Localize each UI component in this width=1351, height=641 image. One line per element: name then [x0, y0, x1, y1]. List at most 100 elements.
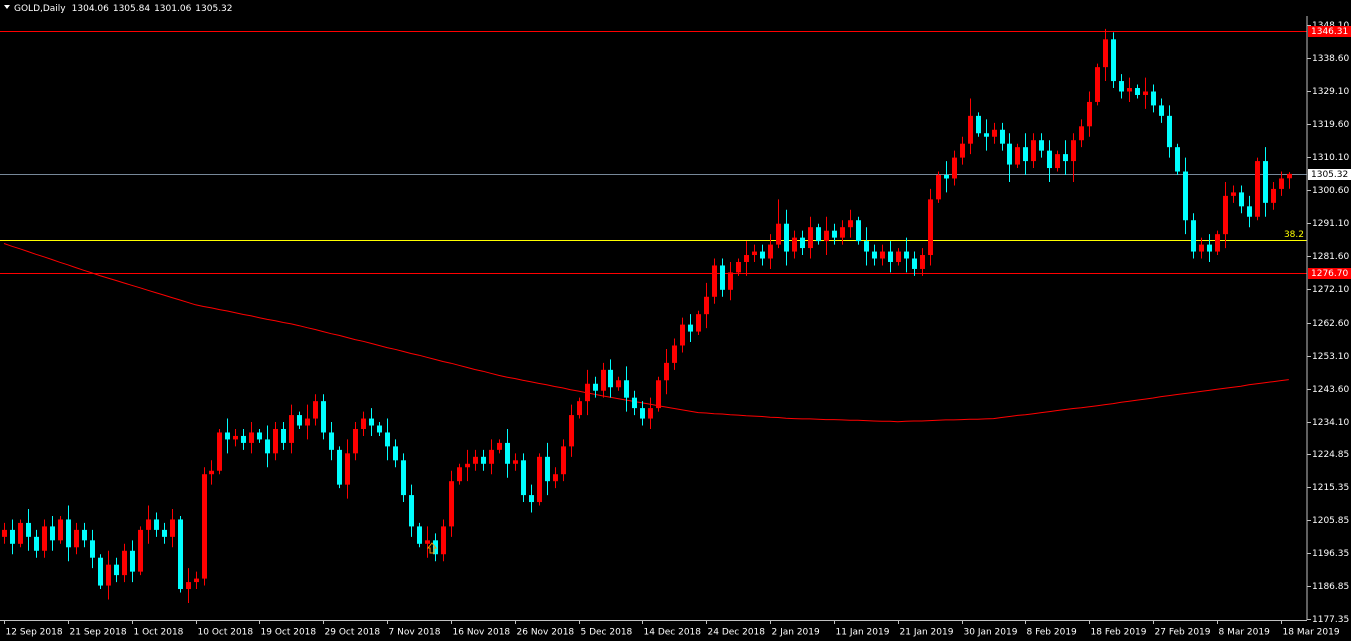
- candle-body: [1007, 143, 1012, 165]
- candle-body: [672, 345, 677, 363]
- candle-body: [50, 526, 55, 541]
- candle-body: [465, 463, 470, 468]
- level-label-box: [1308, 26, 1351, 37]
- candle-body: [393, 446, 398, 461]
- candle-body: [1207, 244, 1212, 252]
- candle-body: [321, 401, 326, 433]
- candle-body: [569, 415, 574, 447]
- candle-body: [202, 474, 207, 579]
- bid-label-box: [1308, 169, 1351, 180]
- candle-body: [593, 383, 598, 391]
- candle-body: [1167, 115, 1172, 148]
- candle-body: [1119, 81, 1124, 92]
- y-tick-label: 1291.10: [1312, 219, 1349, 229]
- candle-body: [1039, 140, 1044, 151]
- candle-body: [337, 449, 342, 485]
- candle-body: [425, 540, 430, 544]
- x-tick-label: 8 Feb 2019: [1027, 628, 1078, 638]
- candle-body: [656, 380, 661, 409]
- x-tick-label: 27 Feb 2019: [1155, 628, 1211, 638]
- y-tick-label: 1338.60: [1312, 54, 1349, 64]
- candle-body: [162, 529, 167, 537]
- candle-body: [98, 557, 103, 586]
- x-tick-label: 1 Oct 2018: [134, 628, 184, 638]
- x-tick-label: 16 Nov 2018: [453, 628, 511, 638]
- candle-body: [1071, 140, 1076, 162]
- candle-body: [82, 529, 87, 541]
- level-label: 1346.31: [1311, 27, 1348, 37]
- candle-body: [856, 220, 861, 242]
- candle-body: [1255, 161, 1260, 217]
- candle-body: [481, 456, 486, 464]
- candle-body: [640, 408, 645, 419]
- candle-body: [1239, 192, 1244, 207]
- candle-body: [784, 223, 789, 252]
- candle-body: [616, 380, 621, 388]
- x-tick-label: 2 Jan 2019: [772, 628, 820, 638]
- candle-body: [361, 418, 366, 429]
- y-tick-label: 1205.85: [1312, 516, 1349, 526]
- candle-body: [1111, 39, 1116, 82]
- x-tick-label: 8 Mar 2019: [1219, 628, 1271, 638]
- candle-body: [1063, 154, 1068, 162]
- candle-body: [217, 432, 222, 471]
- candle-body: [1231, 192, 1236, 196]
- candle-body: [409, 495, 414, 527]
- candle-body: [1135, 88, 1140, 95]
- candle-body: [26, 522, 31, 537]
- candle-body: [369, 418, 374, 426]
- y-tick-label: 1186.85: [1312, 582, 1349, 592]
- candle-body: [58, 519, 63, 541]
- candle-body: [553, 474, 558, 482]
- candle-body: [497, 442, 502, 450]
- candle-body: [1151, 91, 1156, 106]
- candle-body: [170, 519, 175, 537]
- candle-body: [209, 470, 214, 475]
- candle-body: [457, 467, 462, 482]
- y-tick-label: 1310.10: [1312, 153, 1349, 163]
- arrow-marker: [426, 542, 438, 554]
- candle-body: [241, 435, 246, 443]
- candle-body: [66, 519, 71, 548]
- candle-body: [776, 223, 781, 245]
- candle-body: [1287, 173, 1292, 179]
- candle-body: [1127, 88, 1132, 92]
- candle-body: [1175, 147, 1180, 172]
- y-tick-label: 1272.10: [1312, 285, 1349, 295]
- candle-body: [577, 401, 582, 416]
- y-tick-label: 1224.85: [1312, 450, 1349, 460]
- candle-body: [601, 369, 606, 391]
- candle-body: [281, 428, 286, 443]
- candle-body: [1087, 101, 1092, 127]
- candle-body: [920, 255, 925, 269]
- candle-body: [792, 237, 797, 252]
- y-tick-label: 1196.35: [1312, 549, 1349, 559]
- candle-body: [760, 251, 765, 259]
- candle-body: [944, 175, 949, 179]
- candle-body: [289, 415, 294, 443]
- candle-body: [401, 460, 406, 496]
- candle-body: [122, 550, 127, 576]
- candle-body: [648, 408, 653, 419]
- x-tick-label: 12 Sep 2018: [6, 628, 63, 638]
- y-tick-label: 1262.60: [1312, 319, 1349, 329]
- candle-body: [872, 251, 877, 259]
- candle-body: [768, 244, 773, 259]
- candle-body: [800, 237, 805, 249]
- candle-body: [42, 526, 47, 551]
- x-tick-label: 24 Dec 2018: [708, 628, 766, 638]
- candle-body: [521, 460, 526, 496]
- menu-triangle: [4, 5, 10, 9]
- x-tick-label: 11 Jan 2019: [836, 628, 890, 638]
- candle-body: [106, 564, 111, 586]
- chart-title: GOLD,Daily 1304.06 1305.84 1301.06 1305.32: [14, 4, 233, 14]
- candle-body: [385, 432, 390, 447]
- candle-body: [545, 456, 550, 482]
- candle-body: [1159, 105, 1164, 116]
- y-tick-label: 1329.10: [1312, 87, 1349, 97]
- symbol: GOLD,Daily: [14, 4, 66, 14]
- candle-body: [696, 314, 701, 332]
- candle-body: [712, 265, 717, 297]
- candle-body: [1095, 67, 1100, 102]
